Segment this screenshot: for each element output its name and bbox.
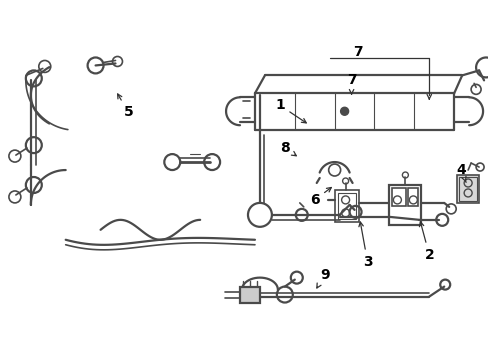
Text: 4: 4 (455, 163, 465, 183)
Text: 1: 1 (274, 98, 305, 123)
Bar (388, 185, 421, 225)
Bar (334, 190, 358, 222)
Bar (392, 188, 406, 206)
Text: 5: 5 (118, 94, 133, 119)
Bar (407, 188, 417, 206)
Text: 3: 3 (358, 222, 371, 269)
Bar (337, 193, 355, 219)
Text: 7: 7 (346, 73, 356, 94)
Bar (240, 287, 260, 302)
Bar (458, 177, 476, 201)
Text: 9: 9 (316, 267, 329, 288)
Circle shape (340, 107, 348, 115)
Bar (456, 175, 478, 203)
Text: 2: 2 (419, 222, 433, 262)
Text: 6: 6 (309, 188, 331, 207)
Text: 7: 7 (352, 45, 362, 59)
Text: 8: 8 (280, 141, 296, 156)
